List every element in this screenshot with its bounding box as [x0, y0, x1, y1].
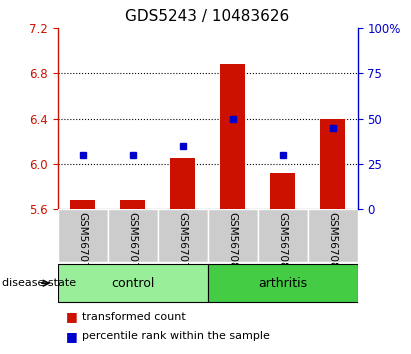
FancyBboxPatch shape — [58, 264, 208, 302]
Bar — [70, 200, 95, 209]
Text: percentile rank within the sample: percentile rank within the sample — [82, 331, 270, 341]
FancyBboxPatch shape — [258, 209, 307, 262]
FancyBboxPatch shape — [307, 209, 358, 262]
Text: GSM567082: GSM567082 — [328, 212, 337, 275]
Bar — [220, 64, 245, 209]
Text: GSM567076: GSM567076 — [178, 212, 187, 275]
Text: GSM567075: GSM567075 — [127, 212, 138, 275]
Text: ■: ■ — [66, 330, 78, 343]
Text: control: control — [111, 277, 154, 290]
Text: transformed count: transformed count — [82, 312, 186, 322]
FancyBboxPatch shape — [108, 209, 157, 262]
Bar — [120, 200, 145, 209]
Text: GSM567080: GSM567080 — [228, 212, 238, 275]
FancyBboxPatch shape — [157, 209, 208, 262]
Text: arthritis: arthritis — [258, 277, 307, 290]
Title: GDS5243 / 10483626: GDS5243 / 10483626 — [125, 9, 290, 24]
FancyBboxPatch shape — [58, 209, 108, 262]
Text: disease state: disease state — [2, 278, 76, 288]
Bar — [270, 173, 295, 209]
Bar — [170, 158, 195, 209]
FancyBboxPatch shape — [208, 209, 258, 262]
Text: GSM567074: GSM567074 — [78, 212, 88, 275]
Text: ■: ■ — [66, 310, 78, 323]
FancyBboxPatch shape — [208, 264, 358, 302]
Text: GSM567081: GSM567081 — [277, 212, 288, 275]
Bar — [320, 119, 345, 209]
